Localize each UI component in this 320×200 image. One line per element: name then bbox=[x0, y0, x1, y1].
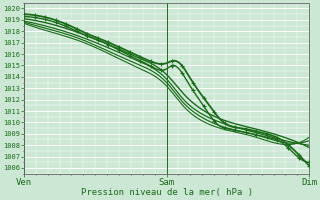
X-axis label: Pression niveau de la mer( hPa ): Pression niveau de la mer( hPa ) bbox=[81, 188, 252, 197]
